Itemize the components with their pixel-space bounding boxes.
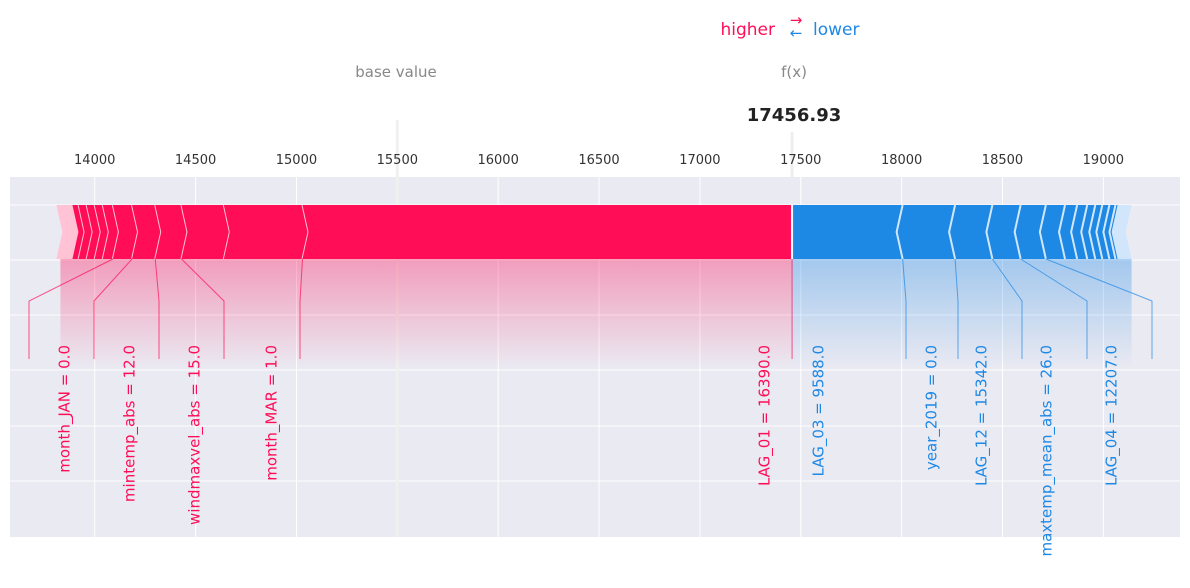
negative-force-segment xyxy=(1059,205,1078,259)
negative-segment-divider xyxy=(1038,204,1047,260)
positive-segment-divider xyxy=(101,204,110,260)
fx-value: 17456.93 xyxy=(747,105,842,126)
fx-label: f(x) xyxy=(781,63,807,81)
positive-segment-divider xyxy=(111,204,120,260)
negative-tail-segment xyxy=(1111,205,1130,259)
positive-tail-segment xyxy=(56,205,79,259)
x-tick-label: 17000 xyxy=(679,153,720,168)
positive-force-segment xyxy=(302,205,793,259)
feature-connector xyxy=(1020,258,1088,359)
legend-arrow-left: ← xyxy=(790,24,803,42)
feature-connector xyxy=(991,258,1023,359)
negative-segment-divider xyxy=(1088,204,1097,260)
positive-segment-divider xyxy=(93,204,102,260)
legend-arrow-right: → xyxy=(790,11,803,29)
x-tick-label: 18000 xyxy=(881,153,922,168)
x-tick-label: 16000 xyxy=(477,153,518,168)
negative-segment-divider xyxy=(1070,204,1079,260)
feature-label: mintemp_abs = 12.0 xyxy=(121,345,140,502)
negative-segment-divider xyxy=(1102,204,1111,260)
x-tick-label: 14500 xyxy=(175,153,216,168)
feature-connector xyxy=(93,258,133,359)
feature-connector xyxy=(902,258,907,359)
feature-label: windmaxvel_abs = 15.0 xyxy=(186,345,205,525)
x-tick-label: 18500 xyxy=(982,153,1023,168)
negative-fill-region xyxy=(792,259,1132,369)
positive-segment-divider xyxy=(131,204,140,260)
positive-force-segment xyxy=(181,205,230,259)
negative-segment-divider xyxy=(1013,204,1022,260)
feature-label: LAG_03 = 9588.0 xyxy=(810,345,829,477)
feature-connector xyxy=(299,258,303,359)
x-tick-label: 17500 xyxy=(780,153,821,168)
legend-lower-label: lower xyxy=(813,20,859,40)
feature-label: LAG_12 = 15342.0 xyxy=(973,345,992,486)
negative-segment-divider xyxy=(985,204,994,260)
positive-force-segment xyxy=(155,205,188,259)
feature-connector xyxy=(28,258,114,359)
feature-label: LAG_01 = 16390.0 xyxy=(756,345,775,486)
positive-force-segment xyxy=(132,205,162,259)
positive-force-segment xyxy=(223,205,309,259)
negative-force-segment xyxy=(1014,205,1046,259)
feature-connector xyxy=(154,258,160,359)
positive-force-segment xyxy=(112,205,139,259)
negative-segment-divider xyxy=(1095,204,1104,260)
feature-connector xyxy=(181,258,225,359)
negative-segment-divider xyxy=(948,204,957,260)
negative-force-segment xyxy=(896,205,956,259)
negative-segment-divider xyxy=(1108,204,1117,260)
negative-force-segment xyxy=(1039,205,1066,259)
negative-force-segment xyxy=(986,205,1021,259)
negative-segment-divider xyxy=(1080,204,1089,260)
feature-label: year_2019 = 0.0 xyxy=(923,345,942,470)
x-tick-label: 15000 xyxy=(276,153,317,168)
negative-segment-divider xyxy=(895,204,904,260)
negative-force-segment xyxy=(792,205,903,259)
feature-label: LAG_04 = 12207.0 xyxy=(1103,345,1122,486)
x-tick-label: 15500 xyxy=(377,153,418,168)
negative-force-segment xyxy=(949,205,993,259)
positive-segment-divider xyxy=(154,204,163,260)
legend-higher-label: higher xyxy=(720,20,775,40)
feature-connector xyxy=(1045,258,1153,359)
base-value-label: base value xyxy=(355,63,437,81)
feature-label: maxtemp_mean_abs = 26.0 xyxy=(1038,345,1057,557)
x-tick-label: 19000 xyxy=(1083,153,1124,168)
positive-fill-region xyxy=(60,259,793,369)
positive-segment-divider xyxy=(77,204,86,260)
negative-segment-divider xyxy=(1057,204,1066,260)
x-tick-label: 16500 xyxy=(578,153,619,168)
x-tick-label: 14000 xyxy=(74,153,115,168)
feature-connector xyxy=(954,258,959,359)
feature-label: month_JAN = 0.0 xyxy=(56,345,75,473)
feature-label: month_MAR = 1.0 xyxy=(263,345,282,481)
